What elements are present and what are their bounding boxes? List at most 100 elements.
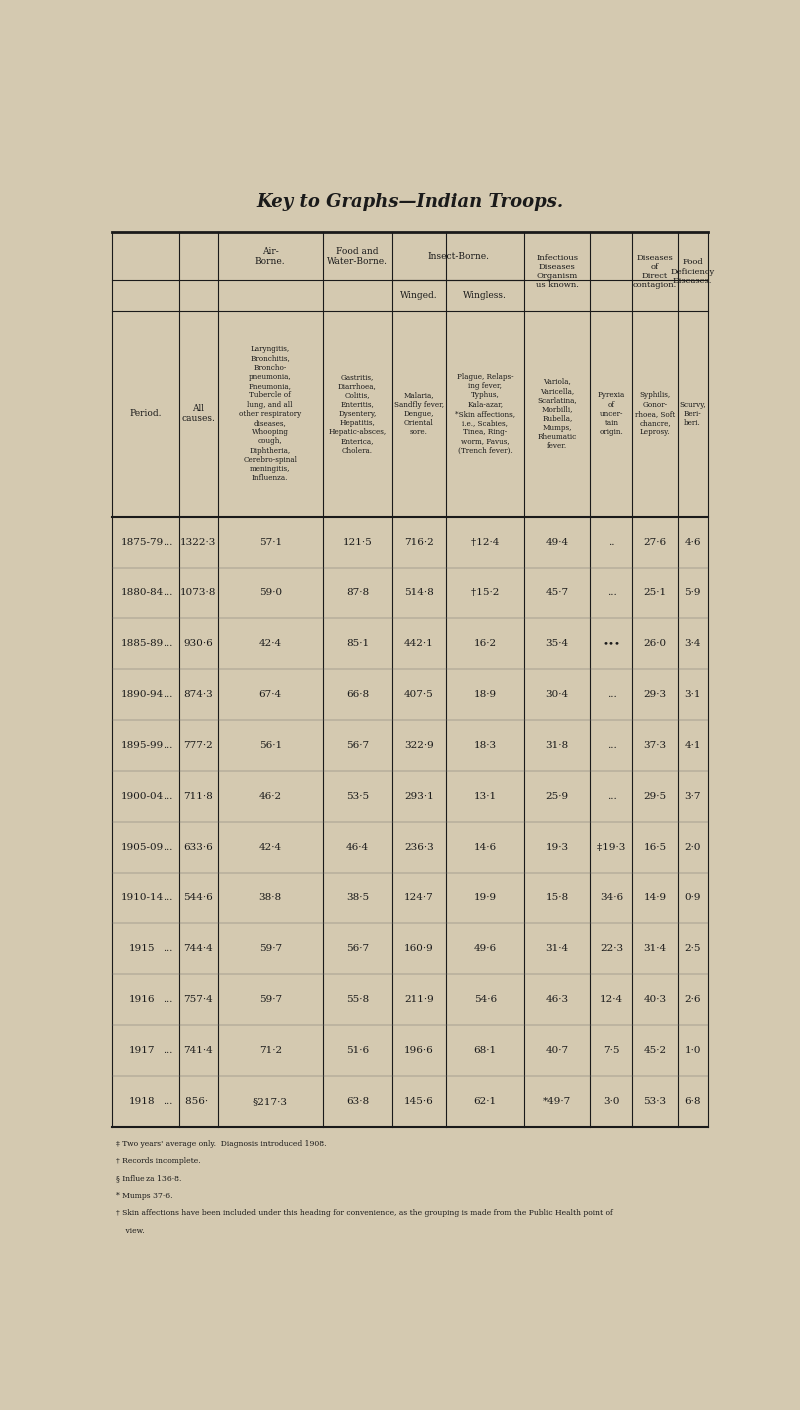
Text: 544·6: 544·6 bbox=[183, 894, 213, 902]
Text: Syphilis,
Gonor-
rhoea, Soft
chancre,
Leprosy.: Syphilis, Gonor- rhoea, Soft chancre, Le… bbox=[635, 392, 675, 436]
Text: §217·3: §217·3 bbox=[253, 1097, 288, 1105]
Text: 31·8: 31·8 bbox=[546, 742, 569, 750]
Text: 145·6: 145·6 bbox=[404, 1097, 434, 1105]
Text: 46·2: 46·2 bbox=[258, 792, 282, 801]
Text: 53·5: 53·5 bbox=[346, 792, 369, 801]
Text: 930·6: 930·6 bbox=[183, 639, 213, 649]
Text: 49·4: 49·4 bbox=[546, 537, 569, 547]
Text: 1916: 1916 bbox=[129, 995, 156, 1004]
Text: Diseases
of
Direct
contagion.: Diseases of Direct contagion. bbox=[633, 254, 677, 289]
Text: 1905-09: 1905-09 bbox=[121, 843, 164, 852]
Text: 1895-99: 1895-99 bbox=[121, 742, 164, 750]
Text: ...: ... bbox=[606, 588, 616, 598]
Text: ...: ... bbox=[162, 689, 172, 699]
Text: 3·4: 3·4 bbox=[684, 639, 701, 649]
Text: 18·3: 18·3 bbox=[474, 742, 497, 750]
Text: 124·7: 124·7 bbox=[404, 894, 434, 902]
Text: Food and
Water-Borne.: Food and Water-Borne. bbox=[327, 247, 388, 266]
Text: 1875-79: 1875-79 bbox=[121, 537, 164, 547]
Text: Gastritis,
Diarrhoea,
Colitis,
Enteritis,
Dysentery,
Hepatitis,
Hepatic-absces,
: Gastritis, Diarrhoea, Colitis, Enteritis… bbox=[328, 374, 386, 454]
Text: 38·5: 38·5 bbox=[346, 894, 369, 902]
Text: Key to Graphs—Indian Troops.: Key to Graphs—Indian Troops. bbox=[257, 193, 563, 212]
Text: 63·8: 63·8 bbox=[346, 1097, 369, 1105]
Text: 38·8: 38·8 bbox=[258, 894, 282, 902]
Text: ...: ... bbox=[162, 995, 172, 1004]
Text: ...: ... bbox=[162, 588, 172, 598]
Text: 71·2: 71·2 bbox=[258, 1046, 282, 1055]
Text: 37·3: 37·3 bbox=[643, 742, 666, 750]
Text: 2·6: 2·6 bbox=[684, 995, 701, 1004]
Text: 59·7: 59·7 bbox=[258, 945, 282, 953]
Text: 757·4: 757·4 bbox=[183, 995, 213, 1004]
Text: 14·9: 14·9 bbox=[643, 894, 666, 902]
Text: 29·3: 29·3 bbox=[643, 689, 666, 699]
Text: 1890-94: 1890-94 bbox=[121, 689, 164, 699]
Text: 1900-04: 1900-04 bbox=[121, 792, 164, 801]
Text: Scurvy,
Beri-
beri.: Scurvy, Beri- beri. bbox=[679, 400, 706, 427]
Text: 46·3: 46·3 bbox=[546, 995, 569, 1004]
Text: * Mumps 37·6.: * Mumps 37·6. bbox=[115, 1191, 172, 1200]
Text: 160·9: 160·9 bbox=[404, 945, 434, 953]
Text: 42·4: 42·4 bbox=[258, 843, 282, 852]
Text: view.: view. bbox=[115, 1227, 144, 1235]
Text: 442·1: 442·1 bbox=[404, 639, 434, 649]
Text: Infectious
Diseases
Organism
us known.: Infectious Diseases Organism us known. bbox=[536, 254, 578, 289]
Text: *49·7: *49·7 bbox=[543, 1097, 571, 1105]
Text: 57·1: 57·1 bbox=[258, 537, 282, 547]
Text: 1910-14: 1910-14 bbox=[121, 894, 164, 902]
Text: 25·9: 25·9 bbox=[546, 792, 569, 801]
Text: † Skin affections have been included under this heading for convenience, as the : † Skin affections have been included und… bbox=[115, 1210, 612, 1217]
Text: 87·8: 87·8 bbox=[346, 588, 369, 598]
Text: ...: ... bbox=[162, 894, 172, 902]
Text: 26·0: 26·0 bbox=[643, 639, 666, 649]
Text: 711·8: 711·8 bbox=[183, 792, 213, 801]
Text: 18·9: 18·9 bbox=[474, 689, 497, 699]
Text: Air-
Borne.: Air- Borne. bbox=[255, 247, 286, 266]
Text: 5·9: 5·9 bbox=[684, 588, 701, 598]
Text: 514·8: 514·8 bbox=[404, 588, 434, 598]
Text: ..: .. bbox=[608, 537, 614, 547]
Text: ...: ... bbox=[162, 843, 172, 852]
Text: 3·0: 3·0 bbox=[603, 1097, 620, 1105]
Text: 59·7: 59·7 bbox=[258, 995, 282, 1004]
Text: 13·1: 13·1 bbox=[474, 792, 497, 801]
Text: 2·5: 2·5 bbox=[684, 945, 701, 953]
Text: ...: ... bbox=[162, 1046, 172, 1055]
Text: 1322·3: 1322·3 bbox=[180, 537, 216, 547]
Text: 15·8: 15·8 bbox=[546, 894, 569, 902]
Text: Winged.: Winged. bbox=[400, 292, 438, 300]
Text: 211·9: 211·9 bbox=[404, 995, 434, 1004]
Text: 46·4: 46·4 bbox=[346, 843, 369, 852]
Text: ...: ... bbox=[162, 945, 172, 953]
Text: Variola,
Varicella,
Scarlatina,
Morbilli,
Rubella,
Mumps,
Rheumatic
fever.: Variola, Varicella, Scarlatina, Morbilli… bbox=[538, 378, 577, 450]
Text: Plague, Relaps-
ing fever,
Typhus,
Kala-azar,
*Skin affections,
i.e., Scabies,
T: Plague, Relaps- ing fever, Typhus, Kala-… bbox=[455, 374, 515, 454]
Text: 1885-89: 1885-89 bbox=[121, 639, 164, 649]
Text: 66·8: 66·8 bbox=[346, 689, 369, 699]
Text: 741·4: 741·4 bbox=[183, 1046, 213, 1055]
Text: 49·6: 49·6 bbox=[474, 945, 497, 953]
Text: Laryngitis,
Bronchitis,
Broncho-
pneumonia,
Pneumonia,
Tubercle of
lung, and all: Laryngitis, Bronchitis, Broncho- pneumon… bbox=[239, 345, 302, 482]
Text: 856·: 856· bbox=[185, 1097, 211, 1105]
Text: 16·5: 16·5 bbox=[643, 843, 666, 852]
Text: ...: ... bbox=[162, 792, 172, 801]
Text: 59·0: 59·0 bbox=[258, 588, 282, 598]
Text: 744·4: 744·4 bbox=[183, 945, 213, 953]
Text: ...: ... bbox=[606, 689, 616, 699]
Text: 4·1: 4·1 bbox=[684, 742, 701, 750]
Text: 2·0: 2·0 bbox=[684, 843, 701, 852]
Text: 31·4: 31·4 bbox=[546, 945, 569, 953]
Text: 633·6: 633·6 bbox=[183, 843, 213, 852]
Text: Period.: Period. bbox=[130, 409, 162, 419]
Text: 1·0: 1·0 bbox=[684, 1046, 701, 1055]
Text: Pyrexia
of
uncer-
tain
origin.: Pyrexia of uncer- tain origin. bbox=[598, 392, 625, 436]
Text: 121·5: 121·5 bbox=[342, 537, 372, 547]
Text: 45·7: 45·7 bbox=[546, 588, 569, 598]
Text: 16·2: 16·2 bbox=[474, 639, 497, 649]
Text: 56·7: 56·7 bbox=[346, 945, 369, 953]
Text: Food
Deficiency
Diseases.: Food Deficiency Diseases. bbox=[670, 258, 714, 285]
Text: ...: ... bbox=[162, 1097, 172, 1105]
Text: 53·3: 53·3 bbox=[643, 1097, 666, 1105]
Text: ...: ... bbox=[162, 639, 172, 649]
Text: 7·5: 7·5 bbox=[603, 1046, 620, 1055]
Text: 1918: 1918 bbox=[129, 1097, 156, 1105]
